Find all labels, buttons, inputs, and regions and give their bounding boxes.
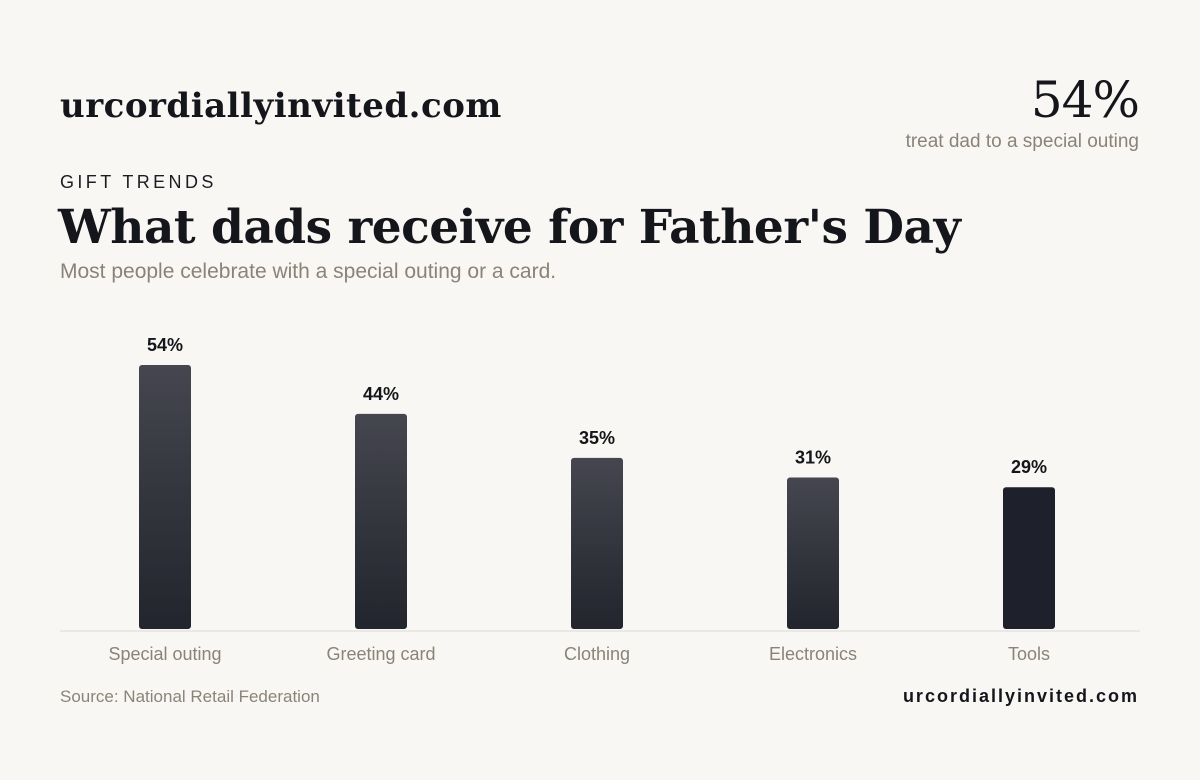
bar-value-label: 35% [579,428,615,448]
brand-logo: urcordiallyinvited.com [60,86,502,126]
bar-clothing [571,457,623,629]
category-label: Greeting card [326,644,435,664]
bars-layer: 54% Special outing 44% Greeting card 35% Clot… [108,335,1055,664]
bar-electronics [787,477,839,629]
chart-title: What dads receive for Father's Day [58,200,961,255]
footer-brand: urcordiallyinvited.com [902,686,1139,706]
bar-special-outing [139,365,191,629]
headline-stat-caption: treat dad to a special outing [905,131,1139,152]
headline-stat-value: 54% [1030,71,1140,129]
category-label: Special outing [108,644,221,664]
category-label: Clothing [564,644,630,664]
section-eyebrow: GIFT TRENDS [60,172,217,192]
headline-stat: 54% treat dad to a special outing [905,70,1140,153]
source-note: Source: National Retail Federation [60,687,320,706]
category-label: Electronics [769,644,857,664]
bar-value-label: 44% [363,384,399,404]
chart-subtitle: Most people celebrate with a special out… [60,260,557,283]
category-label: Tools [1008,644,1050,664]
bar-tools [1003,487,1055,629]
bar-value-label: 31% [795,447,831,467]
bar-value-label: 54% [147,335,183,355]
bar-value-label: 29% [1011,457,1047,477]
bar-greeting-card [355,413,407,629]
